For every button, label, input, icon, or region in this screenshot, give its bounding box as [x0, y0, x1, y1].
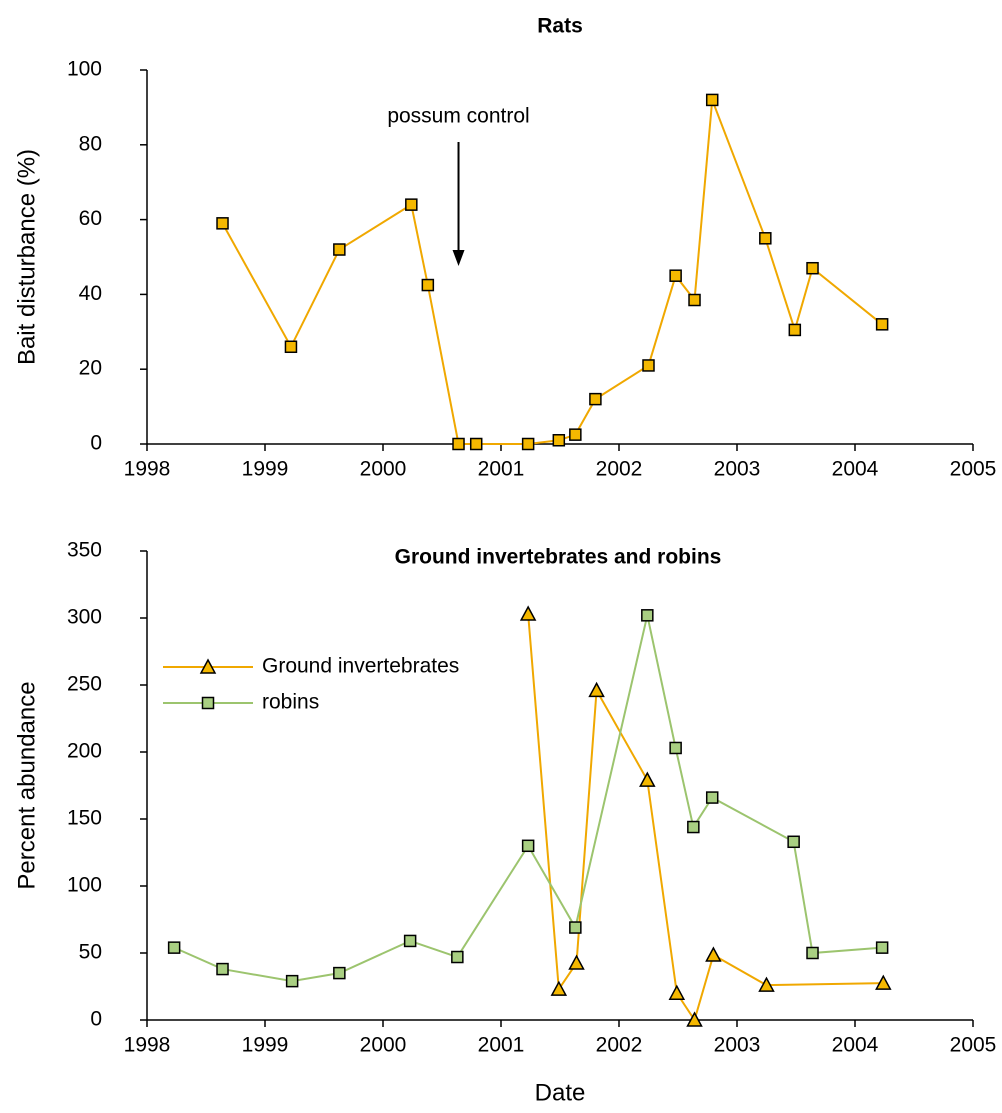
marker [519, 605, 537, 621]
x-axis-label: Date [535, 1079, 586, 1106]
series-line [527, 613, 884, 1023]
x-tick-label: 1998 [124, 458, 171, 481]
marker [788, 323, 802, 337]
legend-label: Ground invertebrates [262, 655, 459, 678]
y-tick-label: 150 [67, 807, 102, 830]
marker [405, 198, 418, 211]
y-tick-label: 100 [67, 874, 102, 897]
marker [875, 941, 889, 954]
x-tick-label: 2004 [832, 458, 879, 481]
marker [668, 984, 686, 1000]
y-tick-label: 0 [90, 1008, 102, 1031]
marker [521, 839, 535, 853]
marker [167, 941, 181, 954]
marker [552, 434, 566, 447]
marker [687, 820, 700, 834]
marker [469, 437, 483, 451]
marker [451, 950, 464, 964]
y-tick-label: 20 [79, 357, 102, 380]
x-tick-label: 2001 [478, 458, 525, 481]
marker [688, 293, 701, 307]
marker [705, 946, 722, 962]
y-tick-label: 80 [79, 132, 102, 155]
marker [403, 934, 417, 948]
x-tick-label: 2004 [832, 1034, 879, 1057]
y-tick-label: 350 [67, 539, 102, 562]
marker [639, 771, 656, 787]
marker [641, 609, 654, 622]
x-tick-label: 2005 [950, 458, 997, 481]
marker [452, 437, 465, 451]
x-tick-label: 2000 [360, 1034, 407, 1057]
annotation-text: possum control [387, 105, 529, 128]
y-tick-label: 250 [67, 673, 102, 696]
marker [421, 278, 435, 292]
y-axis-label: Percent abundance [13, 681, 40, 889]
legend-marker [199, 658, 217, 674]
marker [285, 974, 299, 988]
y-tick-label: 40 [79, 282, 102, 305]
y-tick-label: 200 [67, 740, 102, 763]
marker [806, 946, 819, 960]
marker [521, 437, 535, 451]
legend-marker [201, 696, 215, 710]
x-tick-label: 1999 [242, 458, 289, 481]
x-tick-label: 1999 [242, 1034, 289, 1057]
marker [216, 962, 229, 976]
marker [787, 835, 800, 849]
marker [806, 261, 819, 275]
marker [333, 966, 346, 980]
x-tick-label: 2003 [714, 1034, 761, 1057]
x-tick-label: 2002 [596, 1034, 643, 1057]
y-tick-label: 50 [79, 941, 102, 964]
marker [284, 340, 298, 354]
marker [569, 428, 582, 441]
legend-label: robins [262, 691, 319, 714]
marker [569, 921, 582, 934]
series-line [221, 99, 883, 445]
marker [669, 741, 682, 755]
y-tick-label: 100 [67, 58, 102, 81]
marker [875, 974, 892, 990]
marker [642, 359, 655, 372]
y-axis-label: Bait disturbance (%) [13, 149, 40, 365]
marker [875, 318, 889, 331]
y-tick-label: 0 [90, 432, 102, 455]
marker [669, 269, 682, 282]
marker [216, 217, 229, 230]
arrow-head [452, 250, 465, 266]
marker [705, 93, 719, 107]
chart-title: Rats [537, 15, 583, 38]
y-tick-label: 60 [79, 207, 102, 230]
x-tick-label: 2002 [596, 458, 643, 481]
x-tick-label: 2001 [478, 1034, 525, 1057]
marker [758, 976, 775, 992]
x-tick-label: 2000 [360, 458, 407, 481]
chart-title: Ground invertebrates and robins [395, 546, 722, 569]
x-tick-label: 2003 [714, 458, 761, 481]
marker [705, 791, 719, 804]
marker [568, 954, 585, 970]
marker [588, 681, 605, 698]
x-tick-label: 2005 [950, 1034, 997, 1057]
marker [550, 980, 568, 996]
marker [333, 243, 346, 256]
x-tick-label: 1998 [124, 1034, 171, 1057]
marker [759, 232, 772, 245]
marker [686, 1011, 703, 1027]
marker [589, 392, 602, 406]
y-tick-label: 300 [67, 606, 102, 629]
